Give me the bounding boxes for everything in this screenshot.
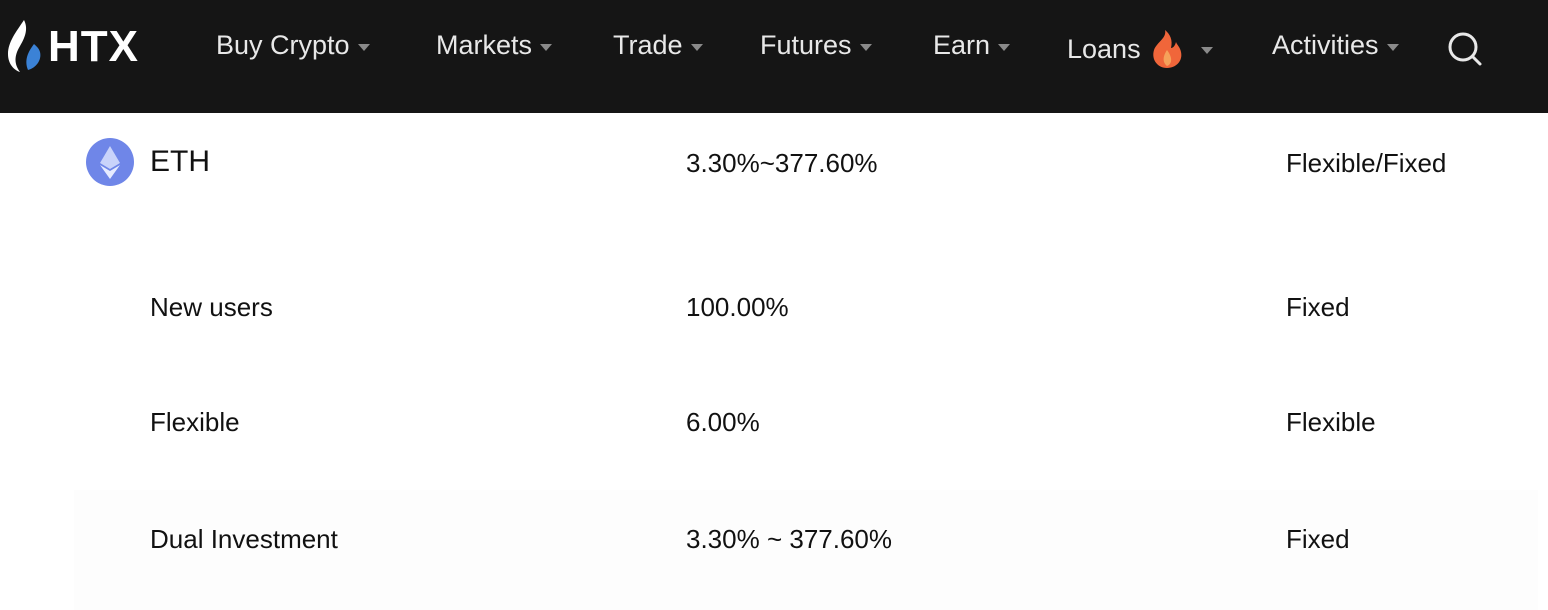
product-type: Fixed [1286,292,1350,322]
nav-activities[interactable]: Activities [1272,30,1399,61]
caret-down-icon [998,43,1011,51]
fire-icon [1152,30,1181,68]
product-name: New users [150,292,273,322]
nav-buy-crypto[interactable]: Buy Crypto [216,30,370,61]
search-icon[interactable] [1447,31,1483,67]
product-type: Flexible [1286,407,1376,437]
product-apr: 100.00% [686,292,789,322]
logo-text: HTX [48,22,139,71]
coin-apr: 3.30%~377.60% [686,148,878,178]
nav-markets[interactable]: Markets [436,30,553,61]
product-name: Flexible [150,407,240,437]
nav-trade[interactable]: Trade [613,30,703,61]
nav-earn[interactable]: Earn [933,30,1011,61]
caret-down-icon [1200,47,1213,54]
htx-logo[interactable]: HTX [6,20,139,74]
ethereum-icon [86,138,134,186]
caret-down-icon [859,43,872,51]
product-apr: 3.30% ~ 377.60% [686,524,892,554]
caret-down-icon [540,43,553,51]
caret-down-icon [357,43,370,51]
nav-label: Activities [1272,30,1379,60]
product-type: Fixed [1286,524,1350,554]
nav-label: Earn [933,30,991,60]
flame-logo-icon [8,20,41,72]
row-highlight [74,490,1538,610]
product-name: Dual Investment [150,524,338,554]
nav-futures[interactable]: Futures [760,30,872,61]
coin-type: Flexible/Fixed [1286,148,1447,178]
caret-down-icon [1386,43,1399,51]
top-nav-bar: HTX Buy Crypto Markets Trade Futures Ear… [0,0,1548,113]
caret-down-icon [690,43,703,51]
nav-label: Futures [760,30,852,60]
coin-name: ETH [150,145,210,178]
nav-label: Buy Crypto [216,30,350,60]
nav-loans[interactable]: Loans [1067,30,1213,68]
nav-label: Loans [1067,33,1141,64]
product-apr: 6.00% [686,407,760,437]
nav-label: Markets [436,30,533,60]
nav-label: Trade [613,30,683,60]
